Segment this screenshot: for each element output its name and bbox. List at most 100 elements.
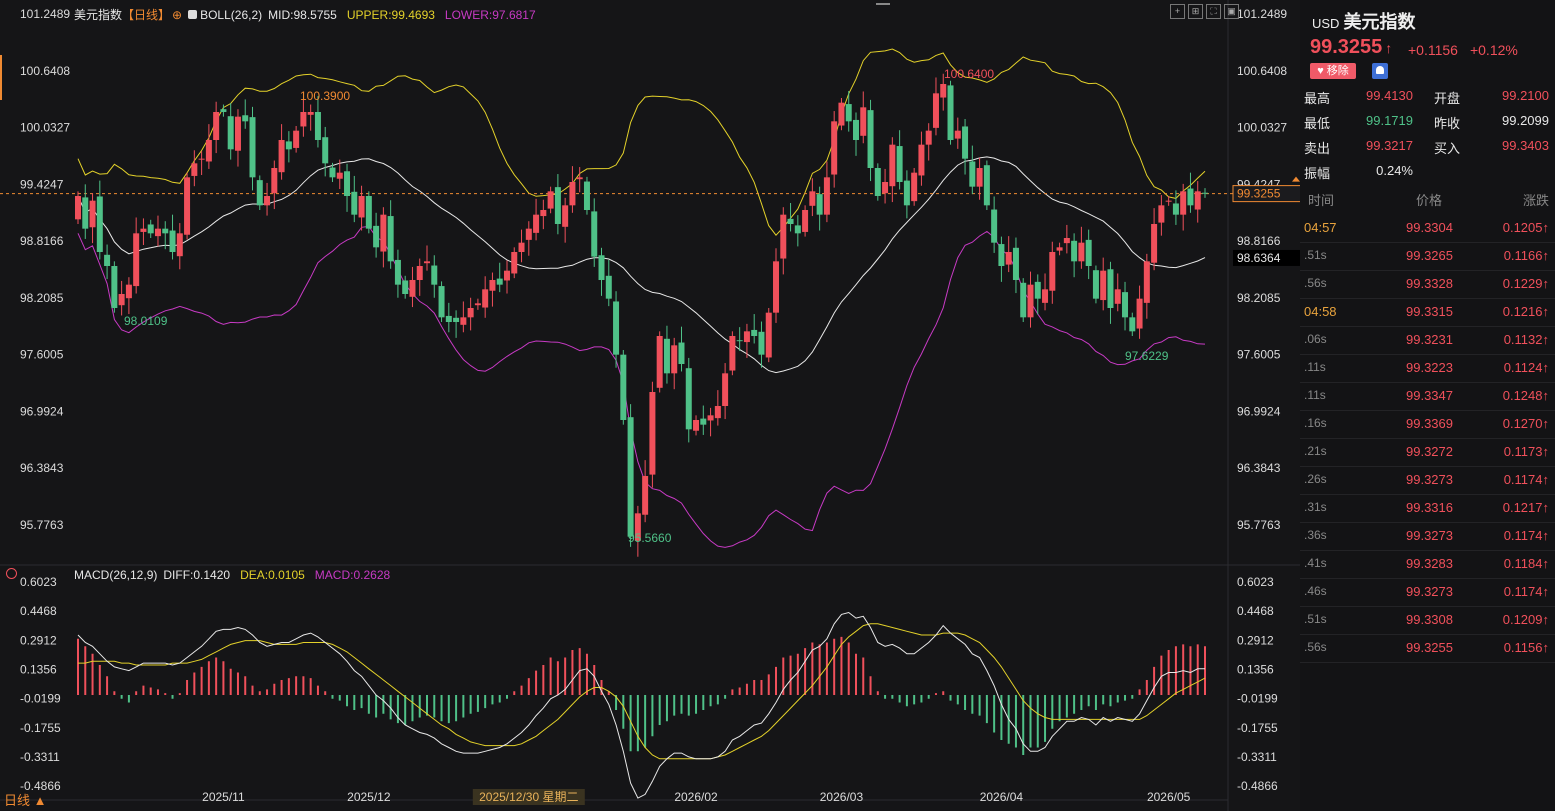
candle-body — [1085, 239, 1092, 266]
tick-time: 04:58 — [1304, 304, 1337, 319]
tick-change: 0.1174↑ — [1503, 584, 1549, 599]
candle-body — [380, 214, 387, 252]
macd-histogram — [77, 636, 1206, 755]
candle-body — [758, 331, 765, 355]
tick-change: 0.1270↑ — [1502, 416, 1549, 431]
macd-close-icon[interactable] — [6, 568, 17, 579]
legend-period[interactable]: 【日线】 — [122, 8, 171, 22]
tick-price: 99.3316 — [1406, 500, 1453, 515]
tick-table-header: 时间 价格 涨跌 — [1300, 190, 1555, 210]
tick-price: 99.3328 — [1406, 276, 1453, 291]
price-tick-left: 95.7763 — [20, 518, 64, 532]
tick-change: 0.1184↑ — [1503, 556, 1549, 571]
candle-body — [1071, 240, 1078, 262]
macd-tick-right: 0.2912 — [1237, 633, 1274, 647]
date-tick: 2026/03 — [820, 790, 864, 804]
candle-body — [147, 224, 154, 234]
tick-row: .41s 99.3283 0.1184↑ — [1300, 550, 1555, 579]
candle-body — [838, 102, 845, 126]
candle-body — [1063, 238, 1070, 244]
candle-body — [831, 121, 838, 175]
macd-tick-right: 0.1356 — [1237, 663, 1274, 677]
stat-label: 振幅 — [1304, 166, 1331, 181]
restore-icon[interactable]: ▣ — [1224, 4, 1239, 19]
candle-body — [285, 141, 292, 150]
candle-body — [736, 340, 743, 342]
candle-body — [431, 265, 438, 285]
grid-lines — [0, 0, 1300, 811]
candle-body — [983, 165, 990, 206]
quote-price-value: 99.3255 — [1310, 36, 1383, 58]
candle-body — [1078, 242, 1085, 262]
stat-label-2: 开盘 — [1434, 91, 1461, 106]
tick-price: 99.3369 — [1406, 416, 1453, 431]
candle-body — [307, 112, 314, 115]
price-tick-right: 96.9924 — [1237, 404, 1281, 418]
boll-lower-line — [77, 225, 1206, 548]
kline-chart-area[interactable]: 101.2489 100.6408 100.0327 99.4247 98.8166 98… — [0, 0, 1300, 811]
candle-body — [111, 266, 118, 308]
candle-body — [474, 303, 481, 306]
add-indicator-icon[interactable]: ⊕ — [172, 7, 183, 22]
crosshair-icon[interactable]: + — [1170, 4, 1185, 19]
candle-body — [184, 177, 191, 235]
tick-change: 0.1173↑ — [1503, 444, 1549, 459]
candle-body — [860, 107, 867, 136]
candle-body — [707, 415, 714, 421]
fullscreen-icon[interactable]: ⛶ — [1206, 4, 1221, 19]
candle-body — [605, 275, 612, 299]
candle-body — [773, 261, 780, 313]
candle-body — [1034, 281, 1041, 299]
expand-icon[interactable]: ⊞ — [1188, 4, 1203, 19]
price-tick-left: 98.8166 — [20, 234, 64, 248]
tick-change: 0.1132↑ — [1503, 332, 1549, 347]
tick-time: .11s — [1304, 360, 1326, 374]
candle-body — [940, 84, 947, 98]
kline-chart-canvas[interactable]: 101.2489 100.6408 100.0327 99.4247 98.8166 98… — [0, 0, 1300, 811]
candle-body — [118, 294, 125, 306]
macd-lines — [77, 611, 1206, 799]
indicator-settings-icon[interactable] — [188, 10, 198, 19]
remove-watchlist-button[interactable]: ♥ 移除 — [1310, 63, 1356, 79]
candle-body — [627, 417, 634, 537]
boll-mid-line — [77, 156, 1206, 374]
tick-header-time: 时间 — [1308, 193, 1335, 208]
candle-body — [329, 167, 336, 178]
candle-body — [554, 187, 561, 224]
macd-tick-left: 0.2912 — [20, 633, 57, 647]
candle-body — [1165, 200, 1172, 202]
candle-body — [489, 280, 496, 291]
tick-time: 04:57 — [1304, 220, 1337, 235]
stat-label-2: 买入 — [1434, 141, 1461, 156]
candle-body — [765, 312, 772, 358]
candle-body — [562, 205, 569, 227]
candle-body — [882, 182, 889, 194]
macd-legend-macd: MACD:0.2628 — [314, 568, 391, 582]
legend-lower: LOWER:97.6817 — [444, 7, 536, 22]
macd-tick-left: 0.4468 — [20, 604, 57, 618]
macd-tick-left: -0.0199 — [20, 692, 61, 706]
candle-body — [678, 342, 685, 364]
tick-row: .51s 99.3308 0.1209↑ — [1300, 606, 1555, 635]
candle-body — [300, 112, 307, 127]
candle-body — [649, 392, 656, 475]
candle-body — [613, 301, 620, 355]
stat-label: 最低 — [1304, 116, 1331, 131]
bell-icon[interactable] — [1372, 63, 1388, 79]
candle-body — [1194, 191, 1201, 210]
tick-price: 99.3347 — [1406, 388, 1453, 403]
candle-body — [365, 196, 372, 229]
candle-body — [314, 112, 321, 140]
window-handle-icon[interactable] — [876, 0, 890, 5]
candle-body — [140, 228, 147, 232]
legend-symbol-name: 美元指数 — [74, 8, 123, 22]
diff-line — [77, 611, 1205, 799]
tick-time: .31s — [1304, 500, 1327, 514]
period-switch[interactable]: 日线 ▲ — [4, 793, 47, 808]
candle-body — [351, 191, 358, 215]
tick-row: 04:58 99.3315 0.1216↑ — [1300, 298, 1555, 327]
candle-body — [867, 110, 874, 168]
legend-boll: BOLL(26,2) — [200, 7, 263, 22]
tick-change: 0.1217↑ — [1502, 500, 1549, 515]
candle-body — [518, 242, 525, 252]
